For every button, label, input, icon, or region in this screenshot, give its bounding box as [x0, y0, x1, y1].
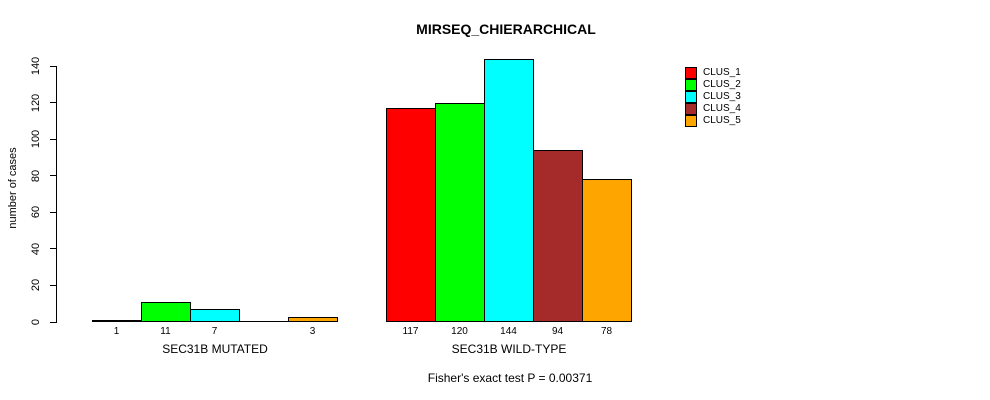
- legend-label: CLUS_5: [703, 115, 741, 126]
- legend-item-CLUS_3: CLUS_3: [685, 91, 741, 103]
- bar-CLUS_4-zero: [239, 321, 289, 322]
- bar-value-label: 117: [402, 326, 419, 337]
- bar-CLUS_3: [190, 309, 240, 322]
- y-tick-label: 0: [30, 318, 42, 326]
- legend-label: CLUS_1: [703, 67, 741, 78]
- y-axis-tick: [50, 321, 57, 323]
- y-axis-tick: [50, 284, 57, 286]
- chart-title: MIRSEQ_CHIERARCHICAL: [416, 21, 596, 37]
- bar-CLUS_5: [582, 179, 632, 322]
- x-group-label-mutated: SEC31B MUTATED: [162, 342, 268, 356]
- legend-item-CLUS_2: CLUS_2: [685, 79, 741, 91]
- y-tick-label: 40: [30, 242, 42, 255]
- bar-CLUS_1: [386, 108, 436, 322]
- legend-swatch-CLUS_2: [685, 79, 697, 91]
- bar-value-label: 1: [113, 326, 120, 337]
- bar-CLUS_5: [288, 317, 338, 322]
- legend-label: CLUS_2: [703, 79, 741, 90]
- y-tick-label: 100: [30, 129, 42, 149]
- bar-CLUS_4: [533, 150, 583, 322]
- bar-value-label: 120: [451, 326, 468, 337]
- legend-label: CLUS_4: [703, 103, 741, 114]
- bar-value-label: 11: [160, 326, 171, 337]
- y-axis-tick: [50, 248, 57, 250]
- y-tick-label: 120: [30, 93, 42, 112]
- legend-swatch-CLUS_4: [685, 103, 697, 115]
- legend-item-CLUS_5: CLUS_5: [685, 115, 741, 127]
- bar-value-label: 78: [600, 326, 613, 337]
- bar-CLUS_2: [435, 103, 485, 322]
- y-axis-tick: [50, 175, 57, 177]
- bar-value-label: 7: [211, 326, 218, 337]
- bar-value-label: 144: [500, 326, 517, 337]
- y-axis-line: [56, 66, 57, 323]
- bar-CLUS_3: [484, 59, 534, 322]
- legend-swatch-CLUS_3: [685, 91, 697, 103]
- y-axis-tick: [50, 138, 57, 140]
- y-tick-label: 80: [30, 169, 42, 182]
- bar-CLUS_2: [141, 302, 191, 322]
- legend-swatch-CLUS_1: [685, 67, 697, 79]
- legend-item-CLUS_1: CLUS_1: [685, 67, 741, 79]
- x-group-label-wildtype: SEC31B WILD-TYPE: [451, 342, 567, 356]
- legend-swatch-CLUS_5: [685, 115, 697, 127]
- y-tick-label: 60: [30, 206, 42, 219]
- stat-annotation: Fisher's exact test P = 0.00371: [427, 371, 593, 385]
- bar-value-label: 3: [309, 326, 316, 337]
- y-axis-tick: [50, 65, 57, 67]
- bar-CLUS_1: [92, 320, 142, 322]
- y-tick-label: 20: [30, 279, 42, 292]
- bar-value-label: 94: [551, 326, 564, 337]
- y-tick-label: 140: [30, 56, 42, 76]
- y-axis-tick: [50, 102, 57, 104]
- legend: CLUS_1 CLUS_2 CLUS_3 CLUS_4 CLUS_5: [685, 67, 741, 127]
- y-axis-tick: [50, 211, 57, 213]
- legend-item-CLUS_4: CLUS_4: [685, 103, 741, 115]
- legend-label: CLUS_3: [703, 91, 741, 102]
